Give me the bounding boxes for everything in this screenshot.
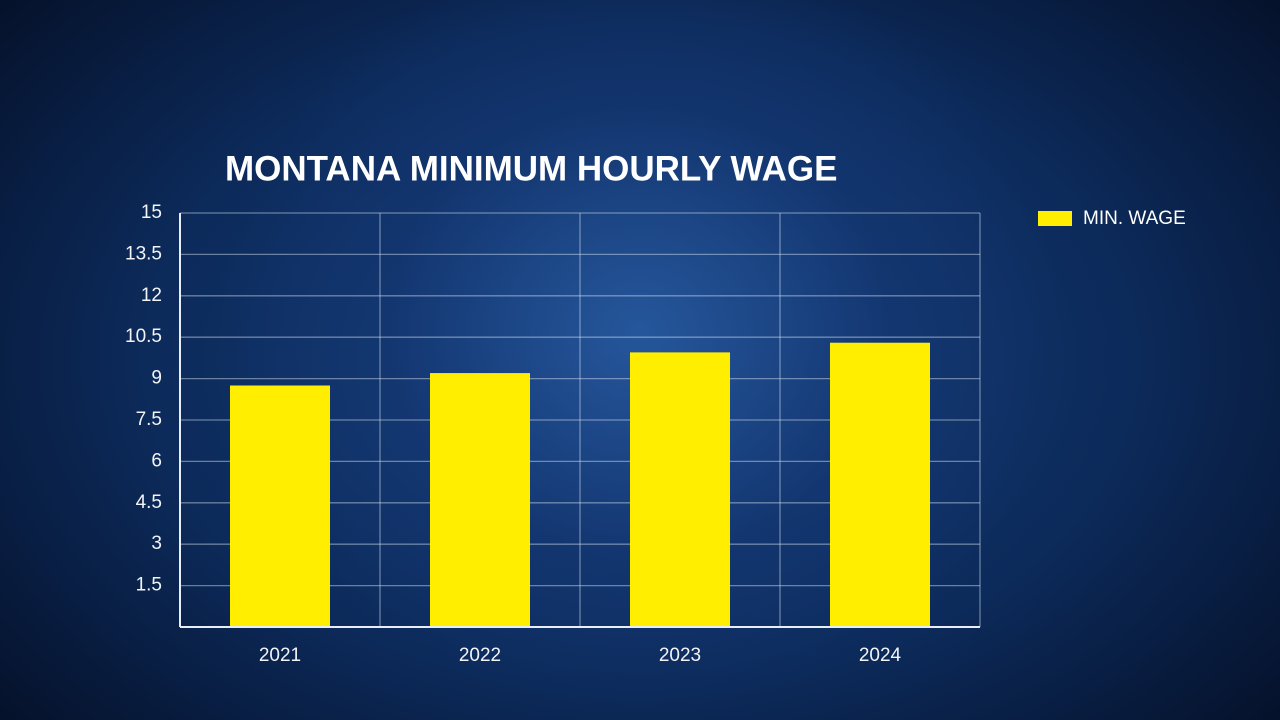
- chart-title: MONTANA MINIMUM HOURLY WAGE: [225, 149, 837, 188]
- y-tick-label: 9: [151, 368, 162, 389]
- y-tick-label: 12: [141, 285, 162, 306]
- y-tick-label: 6: [151, 450, 162, 471]
- y-tick-label: 7.5: [136, 409, 162, 430]
- x-tick-label: 2021: [259, 645, 301, 666]
- x-tick-label: 2023: [659, 645, 701, 666]
- y-tick-label: 15: [141, 202, 162, 223]
- bar: [630, 352, 730, 627]
- y-tick-label: 10.5: [125, 326, 162, 347]
- x-tick-label: 2022: [459, 645, 501, 666]
- bar: [430, 373, 530, 627]
- y-tick-label: 3: [151, 533, 162, 554]
- legend-swatch: [1038, 211, 1072, 226]
- x-tick-label: 2024: [859, 645, 902, 666]
- legend-label: MIN. WAGE: [1083, 208, 1186, 229]
- bar: [830, 342, 930, 627]
- y-tick-label: 4.5: [136, 492, 162, 513]
- y-tick-label: 1.5: [136, 575, 162, 596]
- y-tick-label: 13.5: [125, 243, 162, 264]
- bar: [230, 385, 330, 627]
